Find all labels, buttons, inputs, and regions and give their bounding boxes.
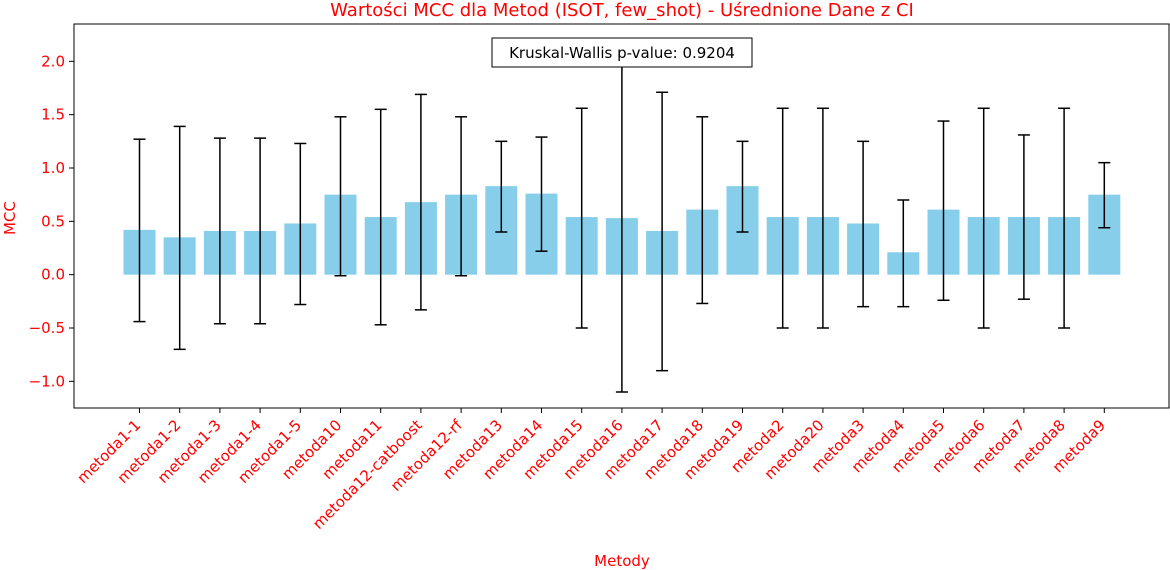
error-bar-metoda1-5 xyxy=(294,142,307,306)
y-tick-label: 0.5 xyxy=(41,212,65,230)
y-tick-label: 1.5 xyxy=(41,106,65,124)
error-bar-metoda14 xyxy=(535,136,548,252)
error-bar-metoda1-1 xyxy=(133,138,146,323)
error-bar-metoda17 xyxy=(656,91,669,372)
error-bar-metoda3 xyxy=(857,140,870,308)
error-bar-metoda1-4 xyxy=(254,137,267,325)
error-bar-metoda13 xyxy=(495,140,508,233)
error-bar-metoda12-catboost xyxy=(414,93,427,311)
y-tick-label: 1.0 xyxy=(41,159,65,177)
y-axis-label: MCC xyxy=(1,201,19,235)
error-bar-metoda4 xyxy=(897,199,910,308)
x-axis: metoda1-1metoda1-2metoda1-3metoda1-4meto… xyxy=(74,408,1109,533)
x-axis-label: Metody xyxy=(594,552,650,570)
error-bar-metoda1-3 xyxy=(213,137,226,325)
error-bar-metoda2 xyxy=(776,107,789,329)
y-tick-label: −0.5 xyxy=(29,319,65,337)
error-bar-metoda6 xyxy=(977,107,990,329)
annotation-text: Kruskal-Wallis p-value: 0.9204 xyxy=(509,44,735,62)
error-bar-metoda9 xyxy=(1098,161,1111,229)
error-bars-layer xyxy=(133,44,1111,393)
error-bar-metoda20 xyxy=(816,107,829,329)
error-bar-metoda8 xyxy=(1058,107,1071,329)
annotation-box: Kruskal-Wallis p-value: 0.9204 xyxy=(491,37,753,68)
error-bar-metoda15 xyxy=(575,107,588,329)
error-bar-metoda12-rf xyxy=(455,116,468,277)
y-axis: −1.0 −0.5 0.0 0.5 1.0 1.5 2.0 xyxy=(29,52,74,390)
y-tick-label: 0.0 xyxy=(41,266,65,284)
annotation-frame xyxy=(491,37,753,68)
error-bar-metoda10 xyxy=(334,116,347,277)
error-bar-metoda19 xyxy=(736,140,749,233)
plot-frame xyxy=(73,23,1170,409)
chart-title: Wartości MCC dla Metod (ISOT, few_shot) … xyxy=(330,0,914,21)
y-tick-label: 2.0 xyxy=(41,52,65,70)
error-bar-metoda5 xyxy=(937,120,950,302)
y-tick-label: −1.0 xyxy=(29,372,65,390)
error-bar-metoda1-2 xyxy=(173,125,186,351)
error-bar-metoda11 xyxy=(374,108,387,326)
error-bar-metoda7 xyxy=(1017,134,1030,300)
error-bar-metoda18 xyxy=(696,116,709,305)
